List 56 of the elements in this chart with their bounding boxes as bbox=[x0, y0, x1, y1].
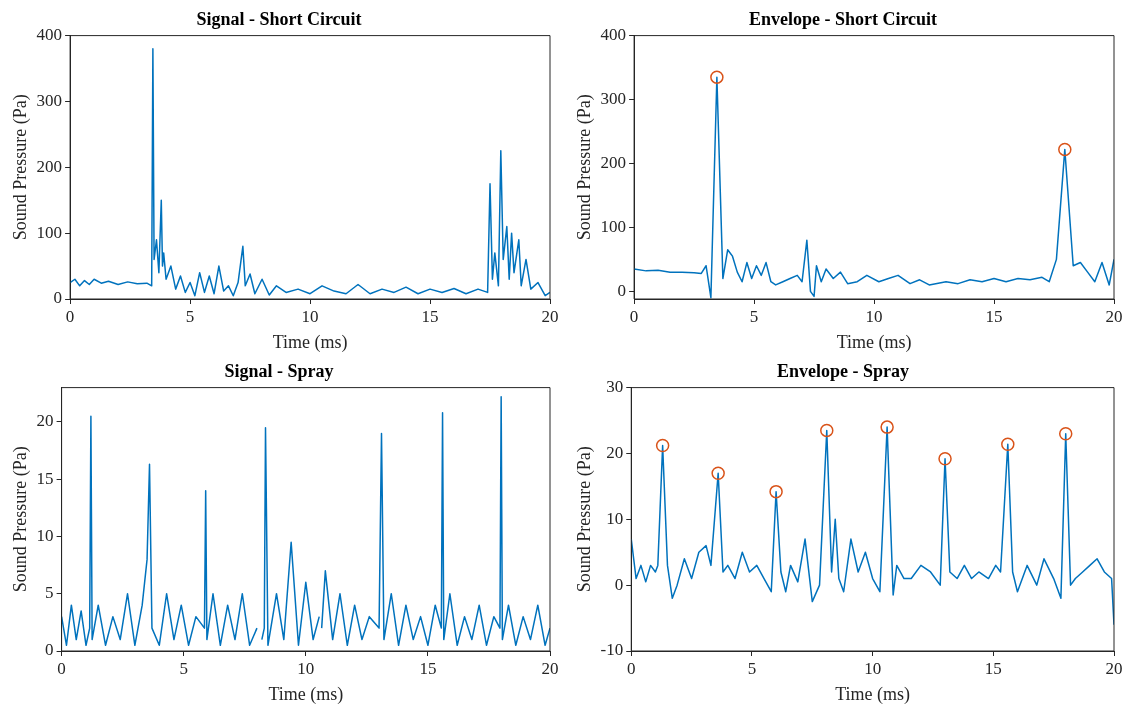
x-tick-label: 15 bbox=[985, 306, 1003, 326]
y-tick-label: 300 bbox=[36, 90, 63, 110]
chart-title: Envelope - Short Circuit bbox=[748, 9, 938, 30]
x-axis-title: Time (ms) bbox=[835, 683, 911, 705]
y-tick-label: 0 bbox=[53, 288, 63, 308]
point bbox=[655, 438, 670, 453]
y-tick-label: 0 bbox=[614, 574, 624, 594]
y-tick-label: 0 bbox=[45, 640, 54, 660]
y-axis-title: Sound Pressure (Pa) bbox=[573, 94, 595, 241]
y-axis-title: Sound Pressure (Pa) bbox=[9, 446, 31, 593]
x-tick-label: 5 bbox=[185, 306, 195, 326]
y-tick-label: 30 bbox=[606, 377, 624, 397]
y-tick-label: 400 bbox=[36, 25, 63, 45]
x-tick-label: 10 bbox=[864, 658, 882, 678]
point bbox=[1001, 437, 1015, 451]
y-tick-label: 100 bbox=[36, 222, 63, 242]
y-tick-label: 300 bbox=[600, 89, 627, 108]
y-tick-label: 20 bbox=[606, 442, 624, 462]
y-tick-label: 5 bbox=[45, 583, 54, 603]
point bbox=[1058, 426, 1073, 441]
x-tick-label: 15 bbox=[984, 658, 1002, 678]
x-axis-title: Time (ms) bbox=[272, 331, 348, 353]
y-tick-label: 0 bbox=[617, 280, 627, 300]
y-axis-title: Sound Pressure (Pa) bbox=[573, 446, 595, 593]
x-tick-label: 20 bbox=[541, 306, 559, 326]
y-tick-label: 10 bbox=[606, 508, 624, 528]
y-tick-label: 10 bbox=[36, 525, 54, 545]
y-tick-label: 20 bbox=[36, 411, 54, 431]
y-tick-label: 100 bbox=[600, 216, 627, 236]
x-tick-label: 15 bbox=[419, 658, 437, 678]
y-tick-label: 400 bbox=[600, 25, 627, 45]
x-tick-label: 10 bbox=[297, 658, 315, 678]
x-tick-label: 20 bbox=[1105, 658, 1123, 678]
point bbox=[820, 423, 834, 438]
x-tick-label: 5 bbox=[179, 658, 188, 678]
x-axis-title: Time (ms) bbox=[268, 683, 344, 705]
point bbox=[769, 484, 783, 499]
y-tick-label: 200 bbox=[36, 156, 63, 176]
x-tick-label: 5 bbox=[749, 306, 759, 326]
point bbox=[711, 466, 725, 480]
x-axis-title: Time (ms) bbox=[836, 331, 912, 353]
y-axis-title: Sound Pressure (Pa) bbox=[9, 94, 31, 241]
y-tick-label: 200 bbox=[600, 152, 627, 172]
x-tick-label: 20 bbox=[1105, 306, 1123, 326]
x-tick-label: 15 bbox=[421, 306, 439, 326]
x-tick-label: 10 bbox=[301, 306, 319, 326]
x-tick-label: 20 bbox=[541, 658, 559, 678]
x-tick-label: 5 bbox=[747, 658, 757, 678]
y-tick-label: -10 bbox=[600, 640, 624, 660]
chart-title: Envelope - Spray bbox=[776, 361, 910, 382]
x-tick-label: 10 bbox=[865, 306, 883, 326]
point bbox=[880, 420, 894, 434]
y-tick-label: 15 bbox=[36, 468, 54, 488]
point bbox=[938, 451, 952, 466]
chart-title: Signal - Spray bbox=[224, 361, 334, 382]
chart-title: Signal - Short Circuit bbox=[196, 9, 362, 30]
